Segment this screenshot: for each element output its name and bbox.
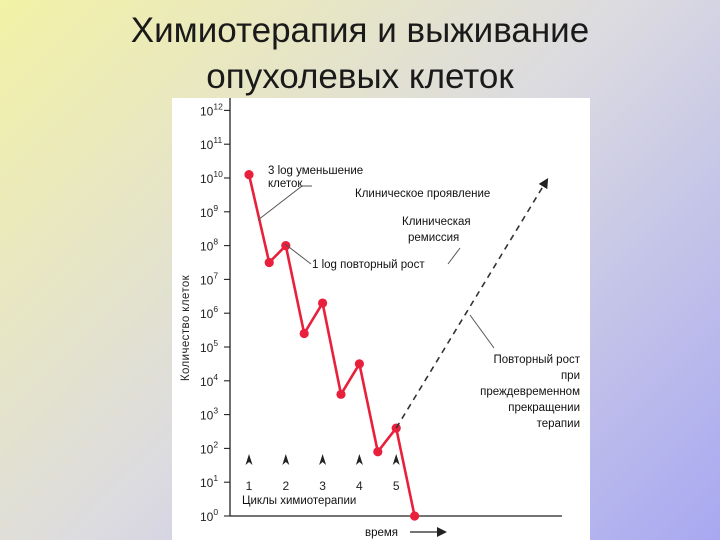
annotation-remission-line-1: Клиническая — [402, 216, 471, 228]
annotation-3log-line-2: клеток — [268, 178, 303, 190]
cycle-arrow-icon — [282, 454, 290, 465]
y-tick-label: 104 — [200, 372, 218, 389]
slide-title: Химиотерапия и выживание опухолевых клет… — [0, 8, 720, 100]
annotation-3log-line-1: 3 log уменьшение — [268, 165, 363, 177]
x-axis-label: время — [365, 527, 398, 539]
annotation-regrowth-leader — [284, 243, 312, 265]
cycle-markers: 1 2 3 4 5 — [245, 454, 400, 493]
cycle-number: 2 — [282, 479, 289, 493]
annotation-clinical: Клиническое проявление — [355, 188, 490, 200]
y-axis-label: Количество клеток — [180, 274, 192, 381]
y-axis-ticks: 1012 1011 1010 109 108 107 106 105 104 103 102 101 1… — [200, 101, 230, 524]
y-tick-label: 107 — [200, 270, 218, 287]
data-point — [410, 511, 420, 521]
cycle-number: 5 — [393, 479, 400, 493]
cycles-label: Циклы химиотерапии — [242, 495, 356, 507]
cycle-number: 4 — [356, 479, 363, 493]
y-tick-label: 106 — [200, 304, 218, 321]
slide-title-line-2: опухолевых клеток — [206, 57, 514, 96]
data-point — [318, 298, 328, 308]
chart-panel: 1012 1011 1010 109 108 107 106 105 104 103 102 101 1… — [172, 98, 590, 540]
data-point — [244, 170, 254, 180]
annotation-early-regrowth-line-3: преждевременном — [480, 386, 580, 398]
y-tick-label: 1012 — [200, 101, 223, 118]
chemotherapy-chart: 1012101110101091081071061051041031021011… — [180, 98, 581, 539]
y-tick-label: 109 — [200, 203, 218, 220]
annotation-3log-leader — [257, 185, 312, 221]
y-tick-label: 1011 — [200, 135, 222, 152]
annotation-early-regrowth: Повторный рост при преждевременном прекр… — [480, 354, 581, 430]
data-point — [336, 389, 346, 399]
annotation-remission-leader — [447, 247, 461, 265]
data-point — [354, 359, 364, 369]
annotation-early-regrowth-leader — [469, 314, 495, 349]
cycle-arrow-icon — [392, 454, 400, 465]
cycle-arrow-icon — [245, 454, 253, 465]
annotation-early-regrowth-line-5: терапии — [537, 418, 580, 430]
annotation-early-regrowth-line-4: прекращении — [508, 402, 580, 414]
y-tick-label: 100 — [200, 507, 218, 524]
regrowth-dashed-line — [395, 177, 549, 429]
data-point — [264, 257, 274, 268]
cycle-arrow-icon — [319, 454, 327, 465]
cycle-arrow-icon — [355, 454, 363, 465]
cycle-number: 3 — [319, 479, 326, 493]
data-point — [373, 447, 383, 457]
data-point — [299, 328, 309, 339]
y-tick-label: 108 — [200, 237, 218, 254]
y-tick-label: 105 — [200, 338, 218, 355]
y-tick-label: 1010 — [200, 169, 223, 186]
cell-count-line — [247, 174, 416, 517]
annotation-early-regrowth-line-1: Повторный рост — [494, 354, 581, 366]
y-tick-label: 102 — [200, 439, 218, 456]
annotation-regrowth: 1 log повторный рост — [312, 259, 425, 271]
annotation-remission-line-2: ремиссия — [408, 232, 459, 244]
slide-title-line-1: Химиотерапия и выживание — [130, 11, 590, 50]
y-tick-label: 103 — [200, 406, 218, 423]
data-point — [281, 241, 291, 251]
annotation-early-regrowth-line-2: при — [561, 370, 580, 382]
series-layer — [244, 170, 549, 521]
y-tick-label: 101 — [200, 473, 218, 490]
cycle-number: 1 — [246, 479, 253, 493]
data-point — [391, 423, 401, 433]
